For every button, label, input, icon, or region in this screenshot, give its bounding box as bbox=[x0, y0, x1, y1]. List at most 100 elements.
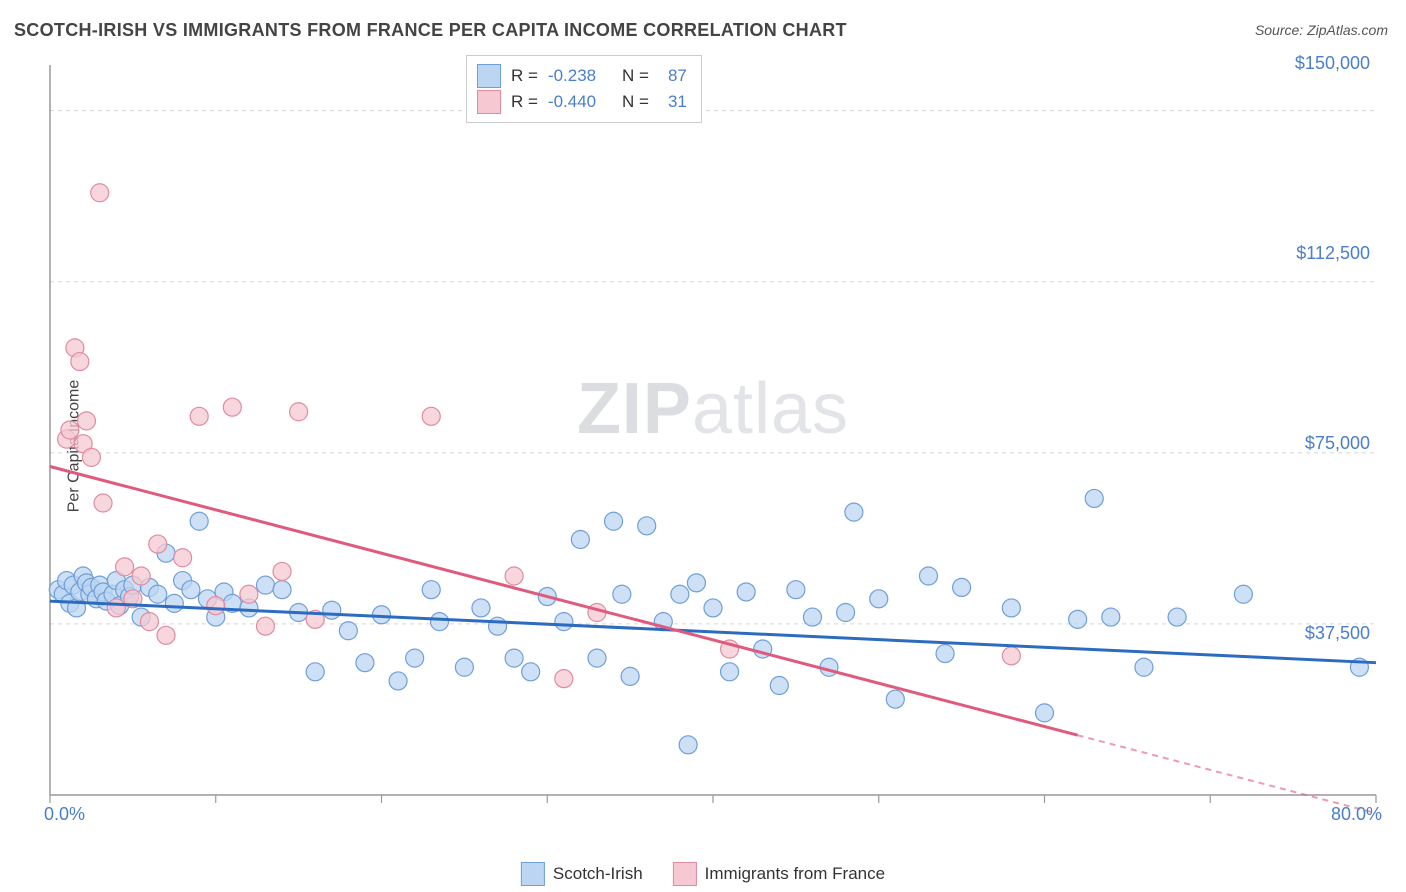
data-point-scotch_irish bbox=[571, 531, 589, 549]
legend-label: Immigrants from France bbox=[705, 864, 885, 884]
data-point-scotch_irish bbox=[165, 594, 183, 612]
data-point-scotch_irish bbox=[1168, 608, 1186, 626]
data-point-scotch_irish bbox=[605, 512, 623, 530]
data-point-scotch_irish bbox=[1102, 608, 1120, 626]
data-point-france bbox=[256, 617, 274, 635]
data-point-scotch_irish bbox=[1002, 599, 1020, 617]
r-label: R = bbox=[511, 66, 538, 86]
data-point-france bbox=[107, 599, 125, 617]
chart-svg bbox=[48, 55, 1378, 825]
data-point-scotch_irish bbox=[256, 576, 274, 594]
r-value: -0.238 bbox=[548, 66, 612, 86]
data-point-france bbox=[157, 626, 175, 644]
data-point-scotch_irish bbox=[273, 581, 291, 599]
legend-item: Scotch-Irish bbox=[521, 862, 643, 886]
trend-line-france-dashed bbox=[1078, 735, 1376, 813]
data-point-scotch_irish bbox=[505, 649, 523, 667]
data-point-scotch_irish bbox=[837, 604, 855, 622]
data-point-france bbox=[77, 412, 95, 430]
data-point-scotch_irish bbox=[803, 608, 821, 626]
legend-swatch-icon bbox=[521, 862, 545, 886]
data-point-scotch_irish bbox=[870, 590, 888, 608]
data-point-scotch_irish bbox=[356, 654, 374, 672]
y-tick-75000: $75,000 bbox=[1305, 433, 1370, 454]
data-point-scotch_irish bbox=[886, 690, 904, 708]
data-point-scotch_irish bbox=[306, 663, 324, 681]
data-point-france bbox=[174, 549, 192, 567]
n-label: N = bbox=[622, 66, 649, 86]
source-label: Source: bbox=[1255, 22, 1307, 38]
data-point-scotch_irish bbox=[323, 601, 341, 619]
data-point-scotch_irish bbox=[787, 581, 805, 599]
data-point-france bbox=[149, 535, 167, 553]
x-tick-0: 0.0% bbox=[44, 804, 85, 825]
data-point-scotch_irish bbox=[190, 512, 208, 530]
data-point-scotch_irish bbox=[845, 503, 863, 521]
data-point-france bbox=[290, 403, 308, 421]
data-point-france bbox=[505, 567, 523, 585]
n-value: 87 bbox=[659, 66, 687, 86]
data-point-scotch_irish bbox=[671, 585, 689, 603]
data-point-scotch_irish bbox=[1135, 658, 1153, 676]
data-point-france bbox=[91, 184, 109, 202]
data-point-scotch_irish bbox=[953, 578, 971, 596]
source-attribution: Source: ZipAtlas.com bbox=[1255, 22, 1388, 38]
data-point-scotch_irish bbox=[149, 585, 167, 603]
y-tick-37500: $37,500 bbox=[1305, 623, 1370, 644]
data-point-france bbox=[61, 421, 79, 439]
data-point-scotch_irish bbox=[422, 581, 440, 599]
data-point-scotch_irish bbox=[389, 672, 407, 690]
data-point-scotch_irish bbox=[936, 645, 954, 663]
data-point-france bbox=[273, 562, 291, 580]
data-point-scotch_irish bbox=[919, 567, 937, 585]
data-point-scotch_irish bbox=[621, 667, 639, 685]
data-point-scotch_irish bbox=[588, 649, 606, 667]
data-point-scotch_irish bbox=[687, 574, 705, 592]
r-value: -0.440 bbox=[548, 92, 612, 112]
data-point-scotch_irish bbox=[472, 599, 490, 617]
data-point-scotch_irish bbox=[737, 583, 755, 601]
n-label: N = bbox=[622, 92, 649, 112]
series-legend: Scotch-Irish Immigrants from France bbox=[521, 862, 885, 886]
data-point-scotch_irish bbox=[1069, 610, 1087, 628]
data-point-scotch_irish bbox=[704, 599, 722, 617]
source-value: ZipAtlas.com bbox=[1307, 22, 1388, 38]
data-point-scotch_irish bbox=[1036, 704, 1054, 722]
data-point-france bbox=[223, 398, 241, 416]
legend-swatch-icon bbox=[477, 90, 501, 114]
data-point-scotch_irish bbox=[770, 677, 788, 695]
y-tick-112500: $112,500 bbox=[1296, 243, 1370, 264]
data-point-france bbox=[132, 567, 150, 585]
legend-swatch-icon bbox=[673, 862, 697, 886]
data-point-scotch_irish bbox=[1085, 489, 1103, 507]
chart-title: SCOTCH-IRISH VS IMMIGRANTS FROM FRANCE P… bbox=[14, 20, 847, 41]
stats-legend: R = -0.238 N = 87 R = -0.440 N = 31 bbox=[466, 55, 702, 123]
legend-item: Immigrants from France bbox=[673, 862, 885, 886]
data-point-france bbox=[207, 597, 225, 615]
data-point-france bbox=[422, 407, 440, 425]
data-point-france bbox=[555, 670, 573, 688]
legend-swatch-icon bbox=[477, 64, 501, 88]
stats-legend-row: R = -0.440 N = 31 bbox=[477, 90, 687, 114]
data-point-scotch_irish bbox=[406, 649, 424, 667]
data-point-france bbox=[94, 494, 112, 512]
stats-legend-row: R = -0.238 N = 87 bbox=[477, 64, 687, 88]
plot-area: ZIPatlas $150,000 $112,500 $75,000 $37,5… bbox=[48, 55, 1378, 825]
data-point-france bbox=[71, 353, 89, 371]
data-point-scotch_irish bbox=[613, 585, 631, 603]
data-point-france bbox=[240, 585, 258, 603]
y-tick-150000: $150,000 bbox=[1295, 53, 1370, 74]
data-point-france bbox=[190, 407, 208, 425]
x-tick-80: 80.0% bbox=[1331, 804, 1382, 825]
data-point-scotch_irish bbox=[721, 663, 739, 681]
data-point-scotch_irish bbox=[679, 736, 697, 754]
data-point-scotch_irish bbox=[455, 658, 473, 676]
data-point-scotch_irish bbox=[522, 663, 540, 681]
n-value: 31 bbox=[659, 92, 687, 112]
data-point-france bbox=[116, 558, 134, 576]
data-point-scotch_irish bbox=[431, 613, 449, 631]
data-point-france bbox=[140, 613, 158, 631]
r-label: R = bbox=[511, 92, 538, 112]
data-point-scotch_irish bbox=[638, 517, 656, 535]
data-point-scotch_irish bbox=[182, 581, 200, 599]
